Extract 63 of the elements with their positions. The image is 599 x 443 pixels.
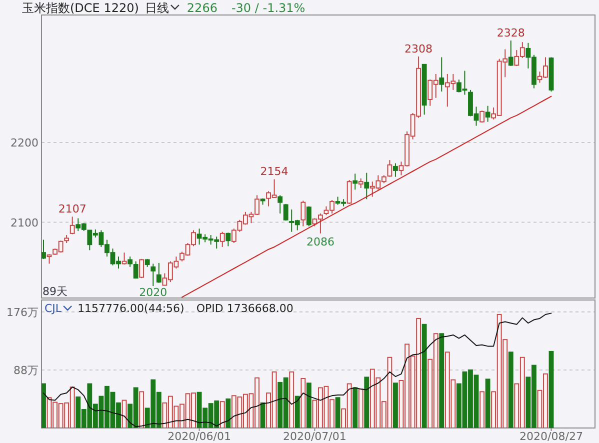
candlestick <box>485 105 490 122</box>
bar <box>289 371 294 428</box>
bar <box>480 391 484 428</box>
candlestick <box>278 194 283 214</box>
x-tick-label: 2020/08/27 <box>520 430 583 443</box>
bar <box>439 333 444 428</box>
annotation: 2107 <box>58 202 86 216</box>
annotation: 2020 <box>139 286 168 299</box>
bar <box>358 388 364 428</box>
bar <box>220 401 225 428</box>
bar <box>306 382 312 428</box>
bar <box>422 324 427 428</box>
candlestick <box>156 262 162 284</box>
annotation: 2154 <box>260 165 288 178</box>
bar <box>226 398 231 428</box>
y-tick-label: 2200 <box>10 136 38 150</box>
annotation: 89天 <box>42 285 68 298</box>
bar <box>364 376 370 428</box>
candlestick <box>150 263 156 287</box>
candlestick <box>133 260 138 279</box>
bar <box>335 397 340 428</box>
bar <box>42 383 46 428</box>
y-tick-label: 88万 <box>14 364 38 377</box>
candlestick <box>70 216 75 235</box>
chart-subtitle: 日线 <box>144 1 169 15</box>
annotation: 2308 <box>404 42 433 56</box>
bar <box>139 391 144 428</box>
candlestick <box>387 160 392 178</box>
candlestick <box>300 200 306 227</box>
candlestick <box>306 206 312 227</box>
candlestick <box>393 162 398 178</box>
annotation: -30 / -1.31% <box>231 1 306 15</box>
annotation: CJL <box>44 302 62 315</box>
candlestick <box>352 173 358 190</box>
bar <box>393 382 398 428</box>
candlestick <box>364 172 370 200</box>
chart-title: 玉米指数(DCE 1220) <box>22 1 139 15</box>
x-tick-label: 2020/06/01 <box>168 430 231 443</box>
line-series <box>43 312 552 428</box>
bar <box>485 378 490 428</box>
bar <box>548 350 554 428</box>
candlestick <box>346 180 352 204</box>
annotation: 2266 <box>186 1 218 15</box>
candlestick <box>128 256 133 268</box>
x-tick-label: 2020/07/01 <box>282 430 346 443</box>
candlestick <box>226 232 231 247</box>
candlestick <box>358 178 364 188</box>
candlestick <box>220 231 225 248</box>
annotation: 1157776.00(44:56) <box>78 302 184 315</box>
candlestick <box>508 40 514 67</box>
bar <box>352 387 358 428</box>
annotation: OPID 1736668.00 <box>196 302 294 315</box>
annotation: 2086 <box>306 235 334 248</box>
y-tick-label: 176万 <box>6 306 38 319</box>
bar <box>300 378 306 428</box>
bar <box>294 396 300 428</box>
candlestick <box>46 254 52 264</box>
y-tick-label: 2100 <box>10 216 38 230</box>
line-series <box>181 96 552 298</box>
candlestick <box>42 239 46 260</box>
candlestick <box>439 56 444 92</box>
bar <box>508 352 514 428</box>
annotation: 2328 <box>496 26 525 40</box>
